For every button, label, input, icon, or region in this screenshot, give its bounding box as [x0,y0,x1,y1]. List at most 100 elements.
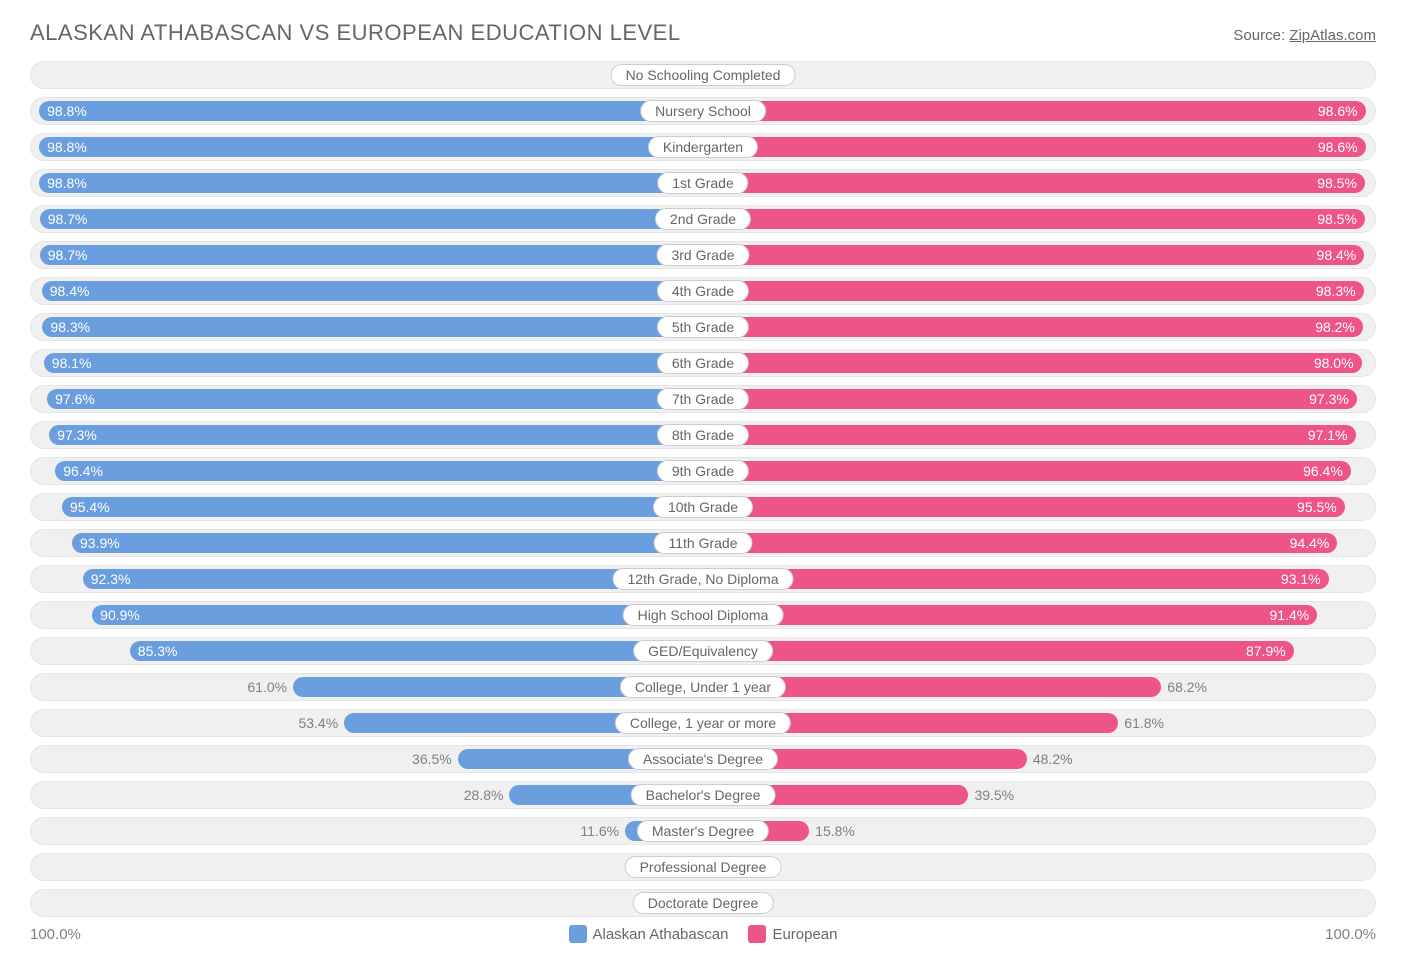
bar-left: 98.8% [39,173,703,193]
bar-right: 95.5% [703,497,1345,517]
value-right: 94.4% [1290,535,1330,551]
bar-left: 85.3% [130,641,703,661]
chart-title: ALASKAN ATHABASCAN VS EUROPEAN EDUCATION… [30,20,681,46]
value-right: 98.2% [1315,319,1355,335]
value-right: 39.5% [974,787,1014,803]
category-label: College, 1 year or more [615,712,791,734]
category-label: Nursery School [640,100,766,122]
value-left: 92.3% [91,571,131,587]
value-left: 97.3% [57,427,97,443]
chart-row: 11.6%15.8%Master's Degree [30,817,1376,845]
chart-row: 3.8%4.8%Professional Degree [30,853,1376,881]
category-label: 2nd Grade [655,208,751,230]
value-right: 98.6% [1318,103,1358,119]
bar-left: 98.1% [44,353,703,373]
value-left: 98.8% [47,139,87,155]
value-left: 97.6% [55,391,95,407]
category-label: Master's Degree [637,820,769,842]
bar-left: 96.4% [55,461,703,481]
category-label: Bachelor's Degree [631,784,776,806]
value-left: 93.9% [80,535,120,551]
category-label: 4th Grade [657,280,749,302]
category-label: No Schooling Completed [611,64,796,86]
category-label: 3rd Grade [656,244,749,266]
source-attribution: Source: ZipAtlas.com [1233,27,1376,44]
value-right: 98.5% [1317,211,1357,227]
chart-row: 53.4%61.8%College, 1 year or more [30,709,1376,737]
chart-row: 61.0%68.2%College, Under 1 year [30,673,1376,701]
bar-right: 98.6% [703,137,1366,157]
bar-left: 97.3% [49,425,703,445]
legend-item-right: European [748,925,837,943]
value-right: 98.4% [1317,247,1357,263]
bar-right: 96.4% [703,461,1351,481]
value-left: 98.3% [50,319,90,335]
category-label: Professional Degree [625,856,782,878]
bar-right: 87.9% [703,641,1294,661]
value-left: 98.7% [48,247,88,263]
value-right: 98.0% [1314,355,1354,371]
bar-right: 98.0% [703,353,1362,373]
category-label: GED/Equivalency [633,640,773,662]
chart-row: 28.8% 39.5% Bachelor's Degree [30,781,1376,809]
bar-left: 90.9% [92,605,703,625]
bar-right: 97.3% [703,389,1357,409]
value-right: 98.3% [1316,283,1356,299]
value-left: 53.4% [298,715,338,731]
value-right: 96.4% [1303,463,1343,479]
value-right: 97.1% [1308,427,1348,443]
bar-right: 98.2% [703,317,1363,337]
bar-right: 98.6% [703,101,1366,121]
legend-swatch-right [748,925,766,943]
source-link[interactable]: ZipAtlas.com [1289,27,1376,44]
chart-row: 98.8% 98.6%Kindergarten [30,133,1376,161]
value-right: 97.3% [1309,391,1349,407]
axis-left-max: 100.0% [30,926,81,943]
category-label: High School Diploma [623,604,784,626]
bar-left: 98.4% [42,281,703,301]
value-left: 95.4% [70,499,110,515]
legend-item-left: Alaskan Athabascan [569,925,729,943]
bar-left: 98.7% [40,209,703,229]
value-left: 85.3% [138,643,178,659]
value-right: 87.9% [1246,643,1286,659]
bar-right: 98.4% [703,245,1364,265]
category-label: 5th Grade [657,316,749,338]
value-left: 28.8% [464,787,504,803]
chart-row: 92.3%93.1%12th Grade, No Diploma [30,565,1376,593]
value-right: 68.2% [1167,679,1207,695]
value-right: 48.2% [1033,751,1073,767]
value-left: 98.7% [48,211,88,227]
chart-row: 36.5%48.2%Associate's Degree [30,745,1376,773]
chart-row: 96.4% 96.4% 9th Grade [30,457,1376,485]
bar-left: 98.3% [42,317,703,337]
category-label: 1st Grade [657,172,748,194]
bar-left: 98.7% [40,245,703,265]
bar-right: 98.5% [703,209,1365,229]
bar-left: 92.3% [83,569,703,589]
chart-row: 98.7% 98.5% 2nd Grade [30,205,1376,233]
value-left: 98.8% [47,103,87,119]
value-left: 11.6% [580,823,619,839]
bar-left: 98.8% [39,101,703,121]
bar-left: 97.6% [47,389,703,409]
bar-right: 91.4% [703,605,1317,625]
chart-row: 1.5%1.5%No Schooling Completed [30,61,1376,89]
bar-right: 98.5% [703,173,1365,193]
chart-row: 98.1%98.0%6th Grade [30,349,1376,377]
bar-right: 97.1% [703,425,1356,445]
category-label: Kindergarten [648,136,758,158]
bar-right: 94.4% [703,533,1337,553]
bar-right: 98.3% [703,281,1364,301]
bar-left: 95.4% [62,497,703,517]
value-left: 96.4% [63,463,103,479]
legend-label-right: European [772,926,837,943]
category-label: 10th Grade [653,496,753,518]
value-left: 98.8% [47,175,87,191]
category-label: 9th Grade [657,460,749,482]
chart-row: 98.8% 98.5% 1st Grade [30,169,1376,197]
chart-row: 93.9%94.4%11th Grade [30,529,1376,557]
value-right: 98.5% [1317,175,1357,191]
value-left: 90.9% [100,607,140,623]
chart-row: 98.4% 98.3% 4th Grade [30,277,1376,305]
